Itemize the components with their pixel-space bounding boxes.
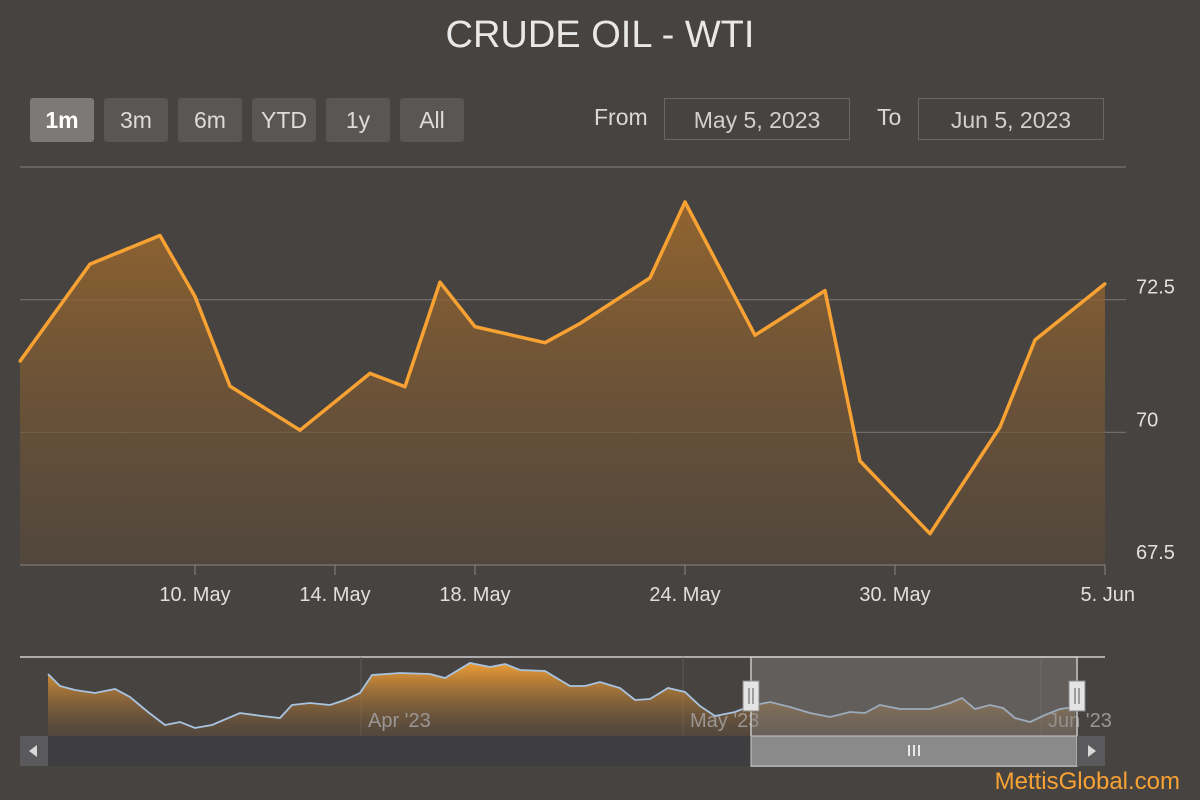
data-point <box>368 371 372 375</box>
x-tick-label: 10. May <box>159 584 230 606</box>
navigator-line <box>47 662 1076 729</box>
range-6m-button[interactable]: 6m <box>178 98 242 142</box>
navigator-right-handle[interactable] <box>1068 680 1086 712</box>
range-all-button[interactable]: All <box>400 98 464 142</box>
navigator-tick-may: May '23 <box>690 710 759 732</box>
chart-title: CRUDE OIL - WTI <box>445 14 755 56</box>
navigator-area <box>48 663 1075 736</box>
from-date-input[interactable]: May 5, 2023 <box>664 98 850 140</box>
data-point <box>648 276 652 280</box>
range-3m-button[interactable]: 3m <box>104 98 168 142</box>
data-point <box>193 294 197 298</box>
brand-watermark: MettisGlobal.com <box>994 768 1180 795</box>
x-axis: 10. May 14. May 18. May 24. May 30. May 5. Ju… <box>159 565 1135 606</box>
range-ytd-button[interactable]: YTD <box>252 98 316 142</box>
arrow-right-icon <box>1088 745 1096 757</box>
data-point <box>928 532 932 536</box>
navigator-left-handle[interactable] <box>742 680 760 712</box>
price-area <box>20 202 1105 565</box>
y-tick-label: 72.5 <box>1136 277 1175 299</box>
data-point <box>18 359 22 363</box>
x-tick-label: 18. May <box>439 584 510 606</box>
data-point <box>578 322 582 326</box>
x-tick-label: 14. May <box>299 584 370 606</box>
data-point <box>753 333 757 337</box>
to-date-input[interactable]: Jun 5, 2023 <box>918 98 1104 140</box>
x-tick-label: 24. May <box>649 584 720 606</box>
navigator-tick-apr: Apr '23 <box>368 710 431 732</box>
from-label: From <box>594 104 648 130</box>
data-point <box>1103 282 1107 286</box>
range-1y-button[interactable]: 1y <box>326 98 390 142</box>
data-point <box>158 233 162 237</box>
data-point <box>998 425 1002 429</box>
data-point <box>438 280 442 284</box>
data-point <box>543 341 547 345</box>
y-axis: 67.5 70 72.5 <box>1136 277 1175 564</box>
range-1m-button[interactable]: 1m <box>30 98 94 142</box>
x-tick-label: 5. Jun <box>1081 584 1135 606</box>
y-tick-label: 67.5 <box>1136 542 1175 564</box>
data-point <box>88 262 92 266</box>
data-point <box>298 428 302 432</box>
x-tick-label: 30. May <box>859 584 930 606</box>
navigator-tick-jun: Jun '23 <box>1048 710 1112 732</box>
data-point <box>858 459 862 463</box>
data-point <box>683 200 687 204</box>
y-tick-label: 70 <box>1136 409 1158 431</box>
scrollbar[interactable] <box>20 735 1105 767</box>
arrow-left-icon <box>29 745 37 757</box>
data-point <box>473 325 477 329</box>
to-label: To <box>877 104 902 130</box>
data-point <box>823 289 827 293</box>
data-point <box>228 384 232 388</box>
data-point <box>1033 338 1037 342</box>
data-point <box>403 385 407 389</box>
data-points <box>18 200 1107 536</box>
